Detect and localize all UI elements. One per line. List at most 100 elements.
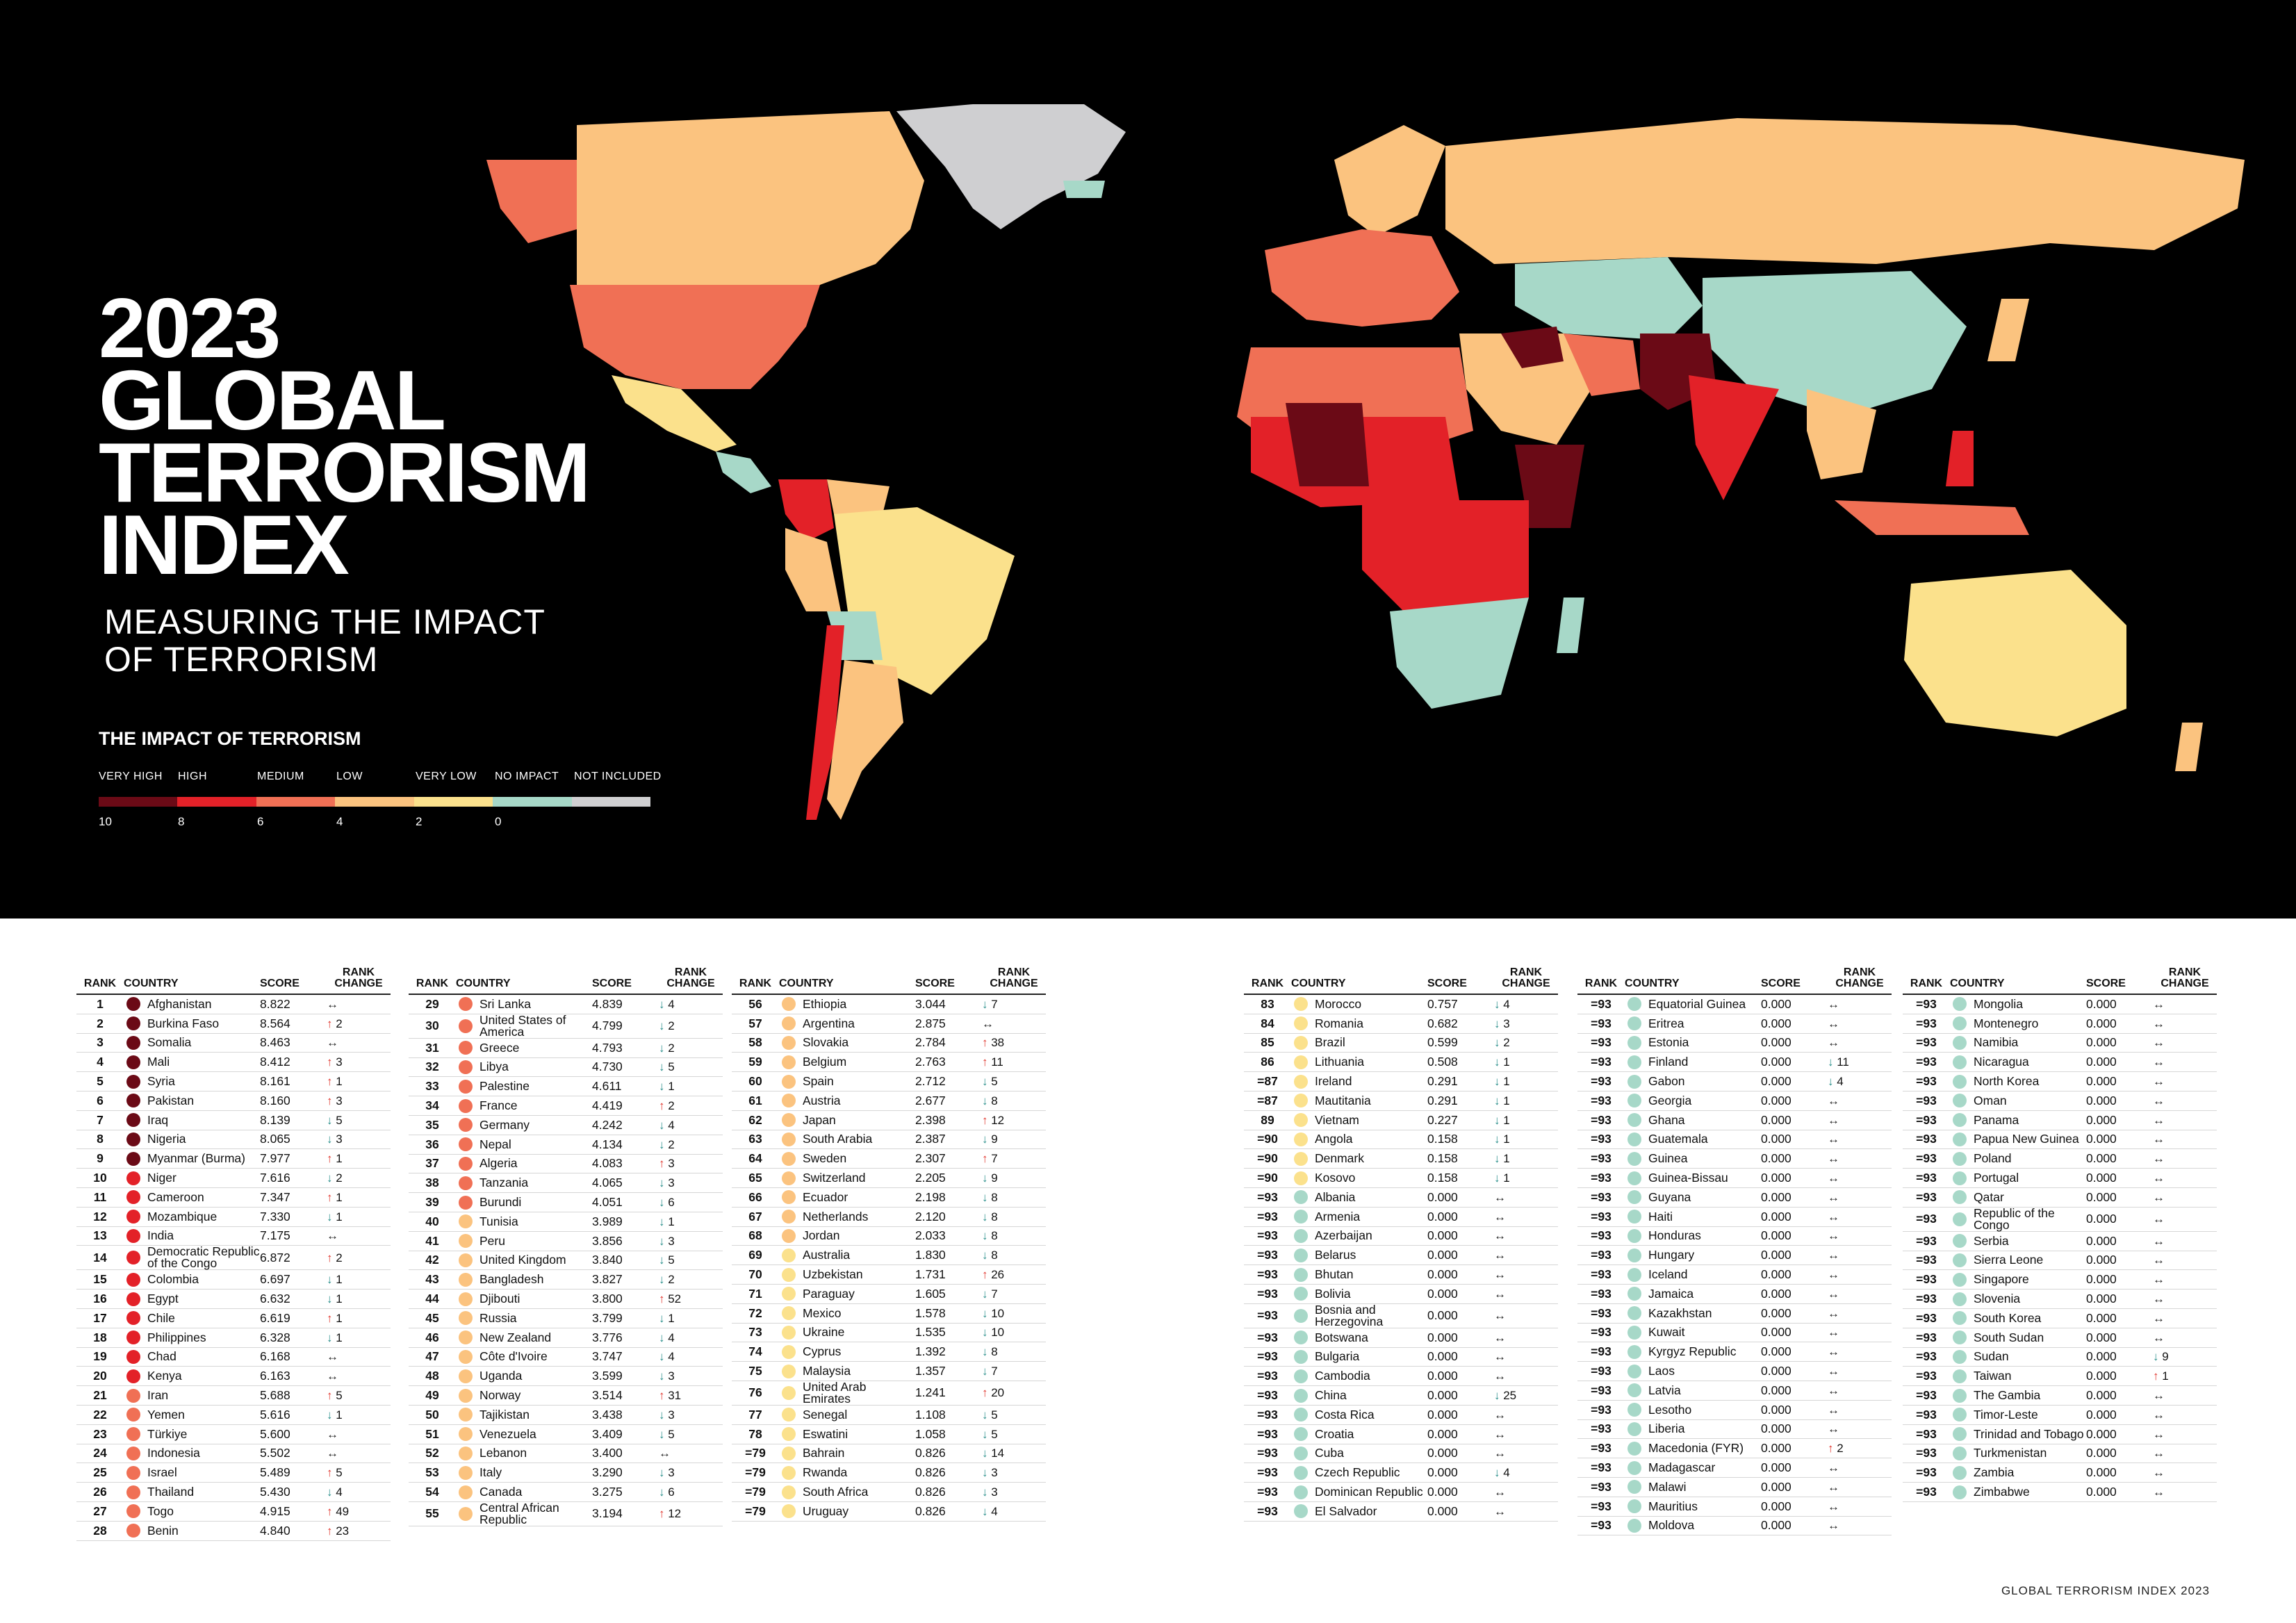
country-cell: Malawi	[1625, 1477, 1761, 1497]
rank-cell: 40	[409, 1212, 456, 1232]
legend-ticks: 10 8 6 4 2 0	[99, 815, 655, 832]
rank-cell: 60	[732, 1071, 779, 1091]
arrow-same-icon: ↔	[1828, 1519, 1839, 1533]
impact-dot-icon	[1627, 1325, 1641, 1340]
arrow-same-icon: ↔	[1828, 1113, 1839, 1127]
arrow-same-icon: ↔	[2153, 1234, 2165, 1248]
arrow-same-icon: ↔	[2153, 1273, 2165, 1287]
arrow-down-icon: ↓	[1828, 1075, 1834, 1089]
country-name: Estonia	[1648, 1035, 1689, 1050]
arrow-same-icon: ↔	[1828, 1229, 1839, 1243]
table-row: =93 Azerbaijan 0.000 ↔	[1244, 1226, 1558, 1246]
rank-change-cell: ↔	[1828, 1110, 1892, 1130]
rank-change-cell: ↔	[1828, 1033, 1892, 1053]
title-line: INDEX	[99, 497, 350, 592]
rank-cell: =93	[1244, 1284, 1291, 1304]
country-name: Sudan	[1974, 1349, 2009, 1364]
region-horn	[1515, 445, 1584, 528]
country-cell: Israel	[124, 1463, 260, 1483]
rank-change-cell: ↔	[1494, 1284, 1558, 1304]
impact-dot-icon	[126, 1094, 140, 1108]
impact-dot-icon	[459, 1427, 473, 1442]
country-cell: Belgium	[779, 1052, 915, 1073]
impact-dot-icon	[782, 997, 796, 1012]
country-cell: Sri Lanka	[456, 994, 592, 1014]
rank-change-cell: ↓ 8	[982, 1207, 1046, 1227]
country-name: Burundi	[479, 1195, 522, 1210]
rank-change-cell: ↑ 26	[982, 1264, 1046, 1285]
country-cell: Mautitania	[1291, 1091, 1427, 1111]
impact-dot-icon	[1627, 1035, 1641, 1050]
legend-swatch	[99, 797, 178, 807]
country-cell: Canada	[456, 1482, 592, 1502]
country-name: Poland	[1974, 1151, 2012, 1166]
table-row: =93 Croatia 0.000 ↔	[1244, 1424, 1558, 1444]
legend-label: LOW	[336, 771, 363, 782]
subtitle: MEASURING THE IMPACT OF TERRORISM	[104, 603, 546, 678]
score-cell: 3.840	[592, 1251, 659, 1271]
impact-dot-icon	[782, 1325, 796, 1340]
country-name: Sweden	[803, 1151, 847, 1166]
score-cell: 3.409	[592, 1424, 659, 1444]
rank-cell: 6	[76, 1091, 124, 1111]
impact-dot-icon	[782, 1248, 796, 1262]
rank-change-value: 9	[987, 1171, 998, 1185]
column-header-score: SCORE	[260, 967, 327, 995]
rank-change-value: 1	[332, 1190, 343, 1204]
table-row: =93 Malawi 0.000 ↔	[1577, 1477, 1892, 1497]
rank-change-cell: ↔	[2153, 1110, 2217, 1130]
rank-change-cell: ↔	[2153, 1482, 2217, 1502]
country-name: Botswana	[1315, 1330, 1368, 1344]
rank-change-value: 1	[1500, 1132, 1510, 1146]
region-peru	[785, 528, 841, 611]
country-cell: Azerbaijan	[1291, 1226, 1427, 1246]
impact-dot-icon	[459, 1195, 473, 1210]
table-row: 62 Japan 2.398 ↑ 12	[732, 1110, 1046, 1130]
impact-dot-icon	[126, 1171, 140, 1185]
region-australia	[1904, 570, 2126, 736]
rank-cell: 56	[732, 994, 779, 1014]
rank-cell: =93	[1244, 1482, 1291, 1502]
country-cell: New Zealand	[456, 1328, 592, 1348]
score-cell: 6.619	[260, 1308, 327, 1328]
country-name: Guinea-Bissau	[1648, 1171, 1728, 1185]
table-row: 12 Mozambique 7.330 ↓ 1	[76, 1207, 391, 1227]
rank-cell: =93	[1903, 1308, 1950, 1328]
impact-dot-icon	[459, 1176, 473, 1190]
table-row: 83 Morocco 0.757 ↓ 4	[1244, 994, 1558, 1014]
arrow-down-icon: ↓	[327, 1330, 333, 1344]
rank-change-value: 3	[664, 1234, 675, 1248]
column-header-score: SCORE	[2086, 967, 2153, 995]
impact-dot-icon	[1953, 1190, 1967, 1205]
country-name: New Zealand	[479, 1330, 552, 1344]
rank-cell: =93	[1903, 1187, 1950, 1208]
arrow-same-icon: ↔	[327, 1036, 338, 1050]
country-name: Russia	[479, 1310, 517, 1325]
rank-change-cell: ↓ 5	[327, 1110, 391, 1130]
arrow-same-icon: ↔	[1828, 1287, 1839, 1301]
arrow-same-icon: ↔	[1828, 1383, 1839, 1397]
rank-change-cell: ↔	[1828, 1342, 1892, 1362]
arrow-same-icon: ↔	[2153, 1171, 2165, 1185]
impact-dot-icon	[1953, 1055, 1967, 1069]
rank-change-value: 1	[1500, 1171, 1510, 1185]
country-cell: Rwanda	[779, 1463, 915, 1483]
country-name: Georgia	[1648, 1093, 1692, 1107]
country-cell: Zimbabwe	[1950, 1482, 2086, 1502]
country-cell: Guinea	[1625, 1148, 1761, 1169]
rank-change-cell: ↓ 1	[659, 1308, 723, 1328]
rank-cell: =93	[1903, 994, 1950, 1014]
country-name: Algeria	[479, 1156, 518, 1171]
rank-change-cell: ↓ 1	[1494, 1148, 1558, 1169]
score-cell: 7.347	[260, 1187, 327, 1208]
rank-cell: 21	[76, 1385, 124, 1406]
rank-cell: =93	[1903, 1463, 1950, 1483]
country-cell: Czech Republic	[1291, 1463, 1427, 1483]
rank-cell: =93	[1577, 1264, 1625, 1285]
arrow-same-icon: ↔	[2153, 1330, 2165, 1344]
score-cell: 0.000	[1427, 1366, 1494, 1387]
rank-change-value: 2	[664, 1019, 675, 1033]
table-row: 3 Somalia 8.463 ↔	[76, 1033, 391, 1053]
score-cell: 0.000	[1761, 1284, 1828, 1304]
arrow-down-icon: ↓	[982, 1427, 988, 1441]
